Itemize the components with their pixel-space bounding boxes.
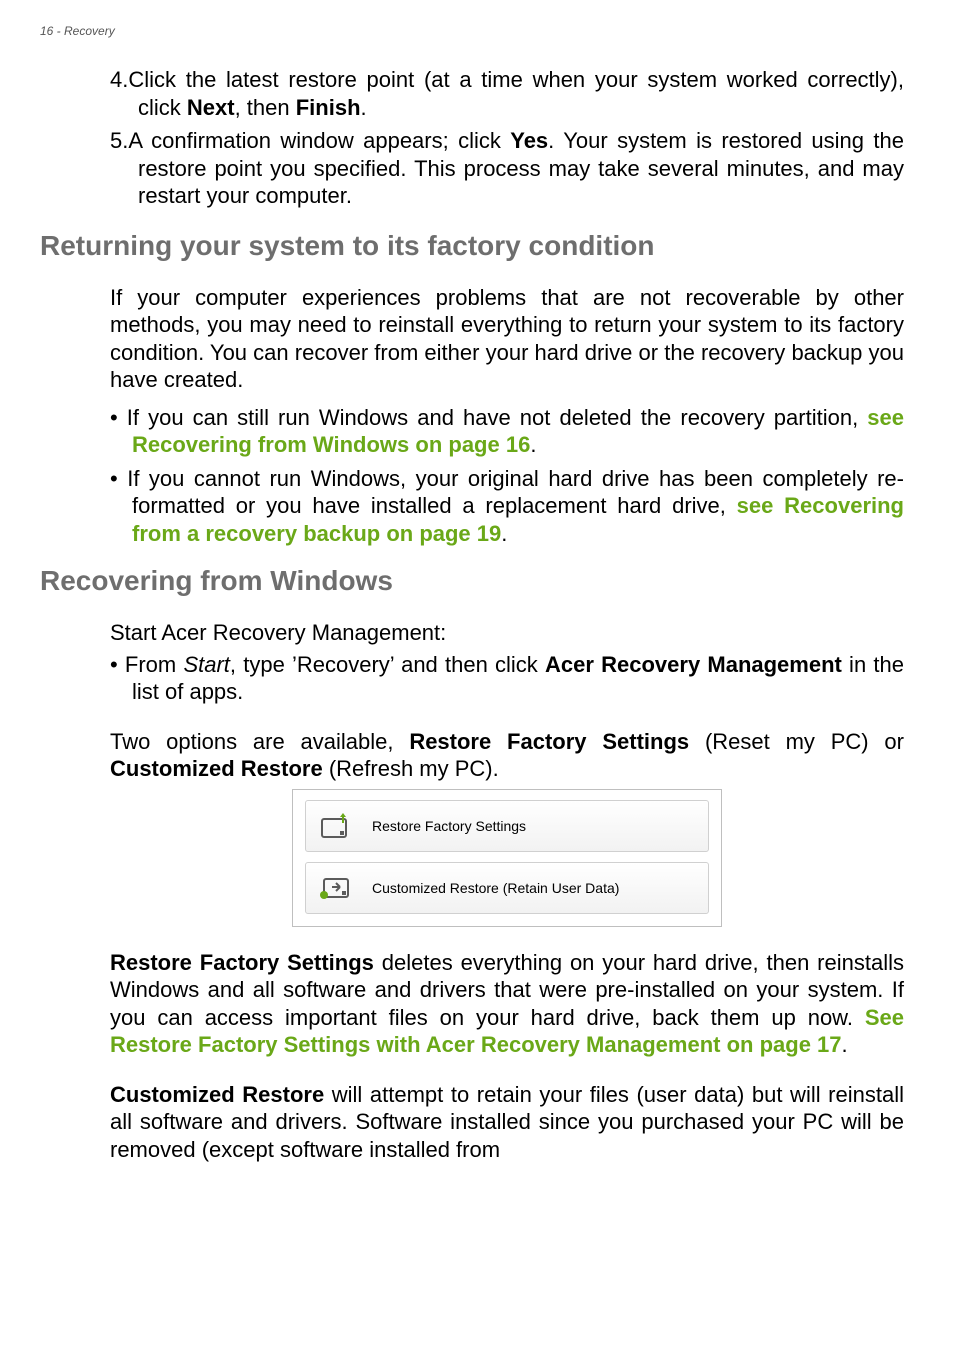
section1-paragraph: If your computer experiences problems th…: [110, 284, 904, 394]
step-5: 5.A confirmation window appears; click Y…: [110, 127, 904, 210]
page: 16 - Recovery 4.Click the latest restore…: [0, 0, 954, 1352]
restore-factory-paragraph: Restore Factory Settings deletes everyth…: [110, 949, 904, 1059]
para-text-bold: Restore Factory Settings: [110, 950, 374, 975]
bullet-text: If you can still run Windows and have no…: [127, 405, 868, 430]
section1-bullets: • If you can still run Windows and have …: [110, 404, 904, 548]
factory-reset-icon: [318, 811, 354, 841]
option-label: Customized Restore (Retain User Data): [372, 880, 619, 896]
section2-bullet-list: • From Start, type ’Recovery’ and then c…: [110, 651, 904, 706]
step-text: .: [361, 95, 367, 120]
section2-options-para: Two options are available, Restore Facto…: [110, 728, 904, 783]
bullet-text-bold: Acer Recovery Management: [545, 652, 842, 677]
para-text-bold: Customized Restore: [110, 756, 323, 781]
step-number: 5.: [110, 128, 128, 153]
bullet-marker: •: [110, 652, 125, 677]
bullet-text: , type ’Recovery’ and then click: [230, 652, 545, 677]
step-4: 4.Click the latest restore point (at a t…: [110, 66, 904, 121]
customized-restore-paragraph: Customized Restore will attempt to retai…: [110, 1081, 904, 1164]
step-text-bold: Finish: [296, 95, 361, 120]
step-text-bold: Yes: [510, 128, 548, 153]
step-text: A confirmation window appears; click: [128, 128, 510, 153]
bullet-text: .: [501, 521, 507, 546]
step-text-bold: Next: [187, 95, 235, 120]
customized-restore-icon: [318, 873, 354, 903]
para-text-bold: Restore Factory Settings: [409, 729, 689, 754]
para-text: .: [842, 1032, 848, 1057]
bullet-marker: •: [110, 405, 127, 430]
heading-recovering-windows: Recovering from Windows: [40, 565, 914, 597]
option-restore-factory[interactable]: Restore Factory Settings: [305, 800, 709, 852]
para-text: (Refresh my PC).: [323, 756, 499, 781]
bullet-item: • If you cannot run Windows, your origin…: [110, 465, 904, 548]
bullet-text: From: [125, 652, 184, 677]
bullet-marker: •: [110, 466, 127, 491]
para-text: (Reset my PC) or: [689, 729, 904, 754]
para-text-bold: Customized Restore: [110, 1082, 324, 1107]
numbered-steps: 4.Click the latest restore point (at a t…: [110, 66, 904, 210]
option-customized-restore[interactable]: Customized Restore (Retain User Data): [305, 862, 709, 914]
para-text: Two options are available,: [110, 729, 409, 754]
option-label: Restore Factory Settings: [372, 818, 526, 834]
section1-body: If your computer experiences problems th…: [40, 284, 914, 548]
heading-returning-factory: Returning your system to its factory con…: [40, 230, 914, 262]
page-header: 16 - Recovery: [40, 24, 914, 38]
content-body: 4.Click the latest restore point (at a t…: [40, 66, 914, 210]
bullet-item: • From Start, type ’Recovery’ and then c…: [110, 651, 904, 706]
bullet-item: • If you can still run Windows and have …: [110, 404, 904, 459]
step-number: 4.: [110, 67, 128, 92]
section2-intro: Start Acer Recovery Management:: [110, 619, 904, 647]
step-text: , then: [235, 95, 296, 120]
figure-recovery-options: Restore Factory Settings Customized Rest…: [110, 789, 904, 927]
figure-box: Restore Factory Settings Customized Rest…: [292, 789, 722, 927]
bullet-text: .: [530, 432, 536, 457]
section2-body: Start Acer Recovery Management: • From S…: [40, 619, 914, 1163]
bullet-text-italic: Start: [183, 652, 229, 677]
